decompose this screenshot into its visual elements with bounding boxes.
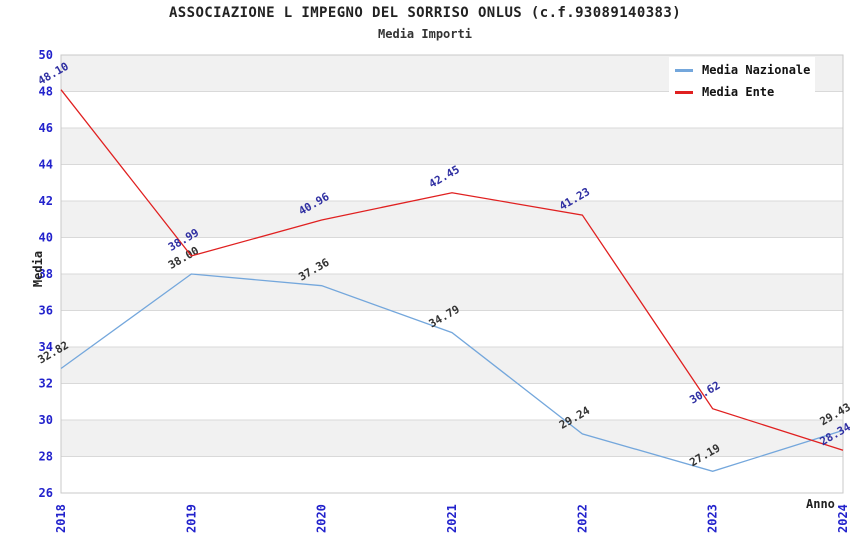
legend: Media Nazionale Media Ente <box>669 57 815 105</box>
y-tick-label: 44 <box>39 158 53 172</box>
plot-band <box>61 128 843 165</box>
y-tick-label: 38 <box>39 267 53 281</box>
legend-swatch-nazionale-icon <box>675 68 693 72</box>
y-tick-label: 30 <box>39 413 53 427</box>
y-tick-label: 32 <box>39 377 53 391</box>
plot-band <box>61 201 843 238</box>
x-axis-label: Anno <box>806 497 835 511</box>
plot-band <box>61 420 843 457</box>
y-tick-label: 42 <box>39 194 53 208</box>
chart-subtitle: Media Importi <box>378 27 472 41</box>
series-line-1 <box>60 89 844 451</box>
x-tick-label: 2024 <box>836 504 850 533</box>
legend-label-ente: Media Ente <box>702 85 775 99</box>
y-tick-label: 34 <box>39 340 53 354</box>
y-tick-label: 40 <box>39 231 53 245</box>
x-tick-label: 2020 <box>315 504 329 533</box>
y-tick-label: 28 <box>39 450 53 464</box>
x-tick-label: 2018 <box>54 504 68 533</box>
y-tick-label: 48 <box>39 85 53 99</box>
legend-item-media-ente: Media Ente <box>675 85 815 99</box>
legend-swatch-ente-icon <box>675 90 693 94</box>
y-axis-label: Media <box>31 250 45 288</box>
x-tick-label: 2021 <box>445 504 459 533</box>
plot-band <box>61 347 843 384</box>
legend-label-nazionale: Media Nazionale <box>702 63 811 77</box>
y-tick-label: 36 <box>39 304 53 318</box>
x-tick-label: 2023 <box>706 504 720 533</box>
plot-band <box>61 274 843 311</box>
y-tick-label: 46 <box>39 121 53 135</box>
legend-item-media-nazionale: Media Nazionale <box>675 63 815 77</box>
y-tick-label: 50 <box>39 48 53 62</box>
chart-title: ASSOCIAZIONE L IMPEGNO DEL SORRISO ONLUS… <box>168 5 682 21</box>
x-tick-label: 2022 <box>575 504 589 533</box>
y-tick-label: 26 <box>39 486 53 500</box>
data-point-label: 42.45 <box>427 163 462 191</box>
series-line-0 <box>60 273 844 472</box>
x-tick-label: 2019 <box>184 504 198 533</box>
plot-border <box>60 54 844 494</box>
